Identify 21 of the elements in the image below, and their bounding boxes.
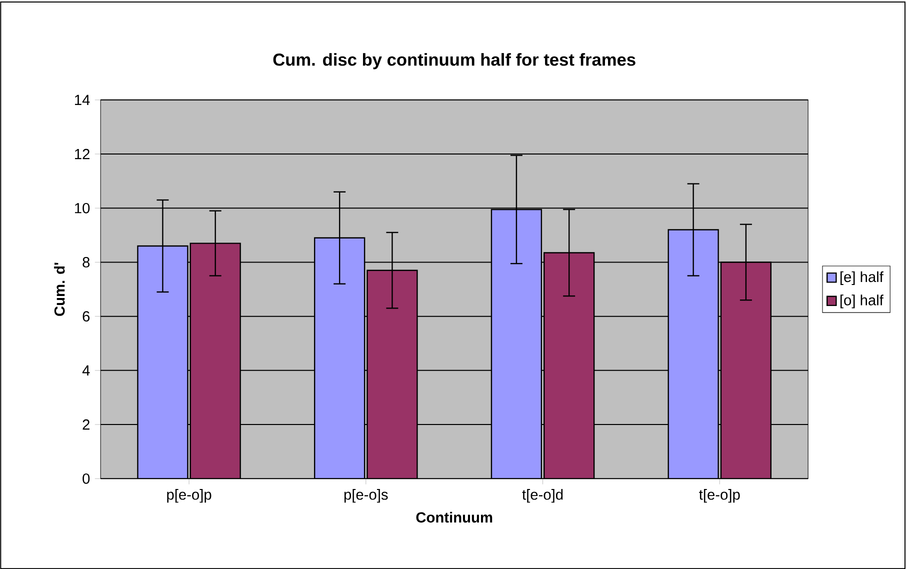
x-tick-label: p[e-o]p <box>167 488 212 503</box>
bar <box>720 262 772 479</box>
x-tick-label: t[e-o]d <box>522 488 563 503</box>
y-tick-label: 2 <box>82 419 90 430</box>
y-tick-label: 14 <box>75 94 90 105</box>
y-tick-label: 6 <box>82 311 90 322</box>
y-tick-label: 8 <box>82 256 90 268</box>
chart-title: Cum. disc by continuum half for test frames <box>273 52 636 70</box>
bar <box>544 252 595 479</box>
x-axis-title: Continuum <box>416 512 492 522</box>
legend-label: [o] half <box>840 294 884 308</box>
y-axis-title: Cum. d' <box>54 262 65 316</box>
y-tick-label: 12 <box>75 148 90 160</box>
x-tick-label: p[e-o]s <box>344 488 388 503</box>
x-tick-label: t[e-o]p <box>699 488 740 503</box>
bar <box>366 270 418 479</box>
legend-label: [e] half <box>840 271 884 285</box>
y-tick-label: 4 <box>82 365 90 376</box>
y-tick-label: 0 <box>82 473 90 484</box>
y-tick-label: 10 <box>75 202 90 214</box>
bar <box>190 242 241 479</box>
